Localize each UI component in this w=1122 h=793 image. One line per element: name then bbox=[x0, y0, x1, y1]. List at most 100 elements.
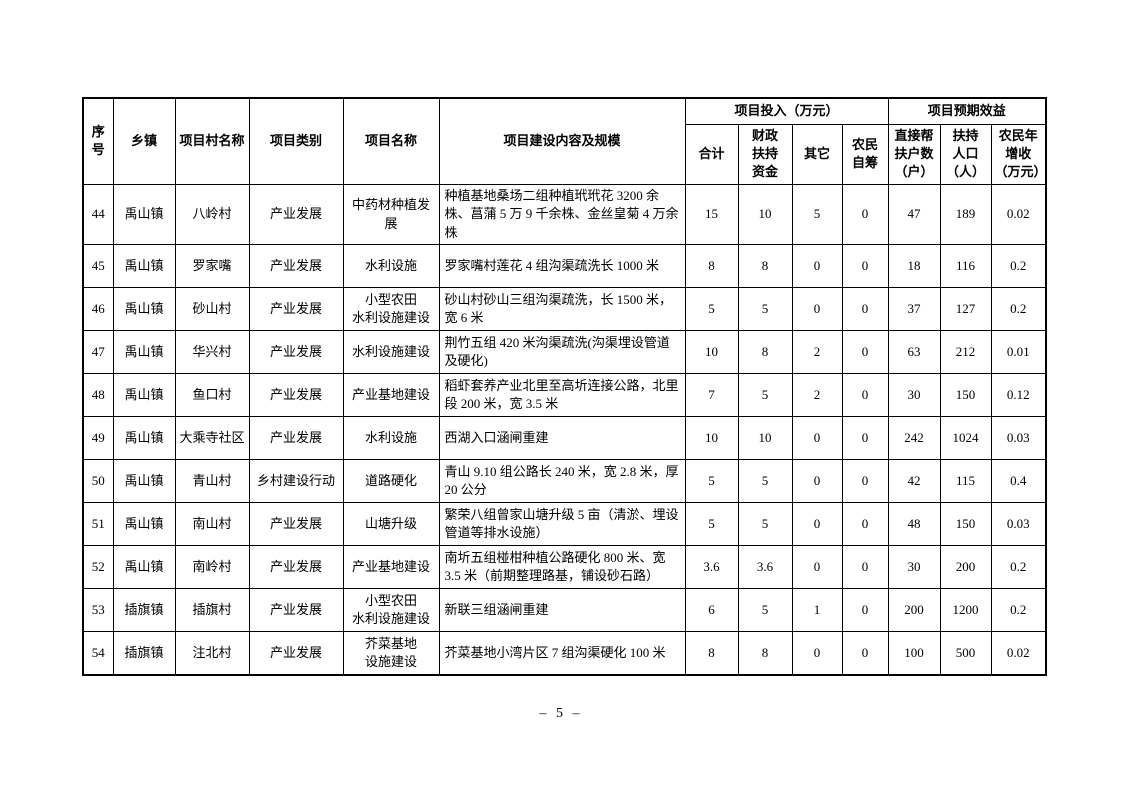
cell-households: 63 bbox=[887, 330, 941, 375]
cell-category: 产业发展 bbox=[248, 373, 344, 418]
table-row: 44 禹山镇 八岭村 产业发展 中药材种植发展 种植基地桑场二组种植玳玳花 3200 余株… bbox=[82, 183, 1047, 246]
header-investment-group: 项目投入（万元） bbox=[684, 97, 889, 125]
cell-content: 种植基地桑场二组种植玳玳花 3200 余株、菖蒲 5 万 9 千余株、金丝皇菊 … bbox=[438, 183, 686, 246]
cell-self-raised: 0 bbox=[841, 373, 889, 418]
cell-households: 30 bbox=[887, 373, 941, 418]
cell-project-name: 水利设施 bbox=[342, 416, 440, 461]
table-row: 46 禹山镇 砂山村 产业发展 小型农田 水利设施建设 砂山村砂山三组沟渠疏洗，长 150… bbox=[82, 287, 1047, 332]
cell-population: 150 bbox=[939, 502, 992, 547]
table-row: 51 禹山镇 南山村 产业发展 山塘升级 繁荣八组曾家山塘升级 5 亩（清淤、埋设管道等排… bbox=[82, 502, 1047, 547]
cell-content: 稻虾套养产业北里至高圻连接公路，北里段 200 米，宽 3.5 米 bbox=[438, 373, 686, 418]
cell-income: 0.02 bbox=[990, 631, 1047, 676]
cell-households: 42 bbox=[887, 459, 941, 504]
cell-total: 3.6 bbox=[684, 545, 739, 590]
table-row: 47 禹山镇 华兴村 产业发展 水利设施建设 荆竹五组 420 米沟渠疏洗(沟渠埋设管道及… bbox=[82, 330, 1047, 375]
header-households: 直接帮 扶户数 （户） bbox=[887, 123, 941, 185]
cell-seq: 49 bbox=[82, 416, 114, 461]
cell-population: 150 bbox=[939, 373, 992, 418]
table-row: 53 插旗镇 插旗村 产业发展 小型农田 水利设施建设 新联三组涵闸重建 6 5 1 0 200 12… bbox=[82, 588, 1047, 633]
cell-category: 产业发展 bbox=[248, 244, 344, 289]
cell-seq: 48 bbox=[82, 373, 114, 418]
cell-category: 产业发展 bbox=[248, 631, 344, 676]
header-project-name: 项目名称 bbox=[342, 97, 440, 185]
header-content: 项目建设内容及规模 bbox=[438, 97, 686, 185]
cell-town: 插旗镇 bbox=[112, 588, 176, 633]
cell-self-raised: 0 bbox=[841, 545, 889, 590]
cell-content: 砂山村砂山三组沟渠疏洗，长 1500 米，宽 6 米 bbox=[438, 287, 686, 332]
cell-total: 15 bbox=[684, 183, 739, 246]
cell-other: 0 bbox=[791, 287, 843, 332]
cell-content: 西湖入口涵闸重建 bbox=[438, 416, 686, 461]
cell-village: 砂山村 bbox=[174, 287, 250, 332]
cell-population: 212 bbox=[939, 330, 992, 375]
cell-town: 禹山镇 bbox=[112, 287, 176, 332]
cell-households: 37 bbox=[887, 287, 941, 332]
cell-content: 荆竹五组 420 米沟渠疏洗(沟渠埋设管道及硬化) bbox=[438, 330, 686, 375]
cell-project-name: 产业基地建设 bbox=[342, 373, 440, 418]
cell-project-name: 道路硬化 bbox=[342, 459, 440, 504]
cell-village: 注北村 bbox=[174, 631, 250, 676]
cell-village: 八岭村 bbox=[174, 183, 250, 246]
cell-other: 5 bbox=[791, 183, 843, 246]
cell-seq: 45 bbox=[82, 244, 114, 289]
cell-village: 南山村 bbox=[174, 502, 250, 547]
cell-self-raised: 0 bbox=[841, 459, 889, 504]
cell-total: 10 bbox=[684, 330, 739, 375]
cell-town: 禹山镇 bbox=[112, 459, 176, 504]
cell-other: 0 bbox=[791, 416, 843, 461]
header-benefit-group: 项目预期效益 bbox=[887, 97, 1047, 125]
cell-self-raised: 0 bbox=[841, 416, 889, 461]
cell-self-raised: 0 bbox=[841, 244, 889, 289]
cell-population: 115 bbox=[939, 459, 992, 504]
cell-project-name: 产业基地建设 bbox=[342, 545, 440, 590]
cell-town: 禹山镇 bbox=[112, 545, 176, 590]
cell-self-raised: 0 bbox=[841, 287, 889, 332]
cell-income: 0.2 bbox=[990, 545, 1047, 590]
cell-project-name: 小型农田 水利设施建设 bbox=[342, 287, 440, 332]
cell-seq: 51 bbox=[82, 502, 114, 547]
cell-project-name: 山塘升级 bbox=[342, 502, 440, 547]
cell-fiscal-fund: 8 bbox=[737, 244, 793, 289]
cell-income: 0.2 bbox=[990, 588, 1047, 633]
cell-self-raised: 0 bbox=[841, 588, 889, 633]
cell-village: 华兴村 bbox=[174, 330, 250, 375]
cell-households: 242 bbox=[887, 416, 941, 461]
cell-content: 青山 9.10 组公路长 240 米，宽 2.8 米，厚 20 公分 bbox=[438, 459, 686, 504]
cell-total: 7 bbox=[684, 373, 739, 418]
cell-total: 5 bbox=[684, 459, 739, 504]
cell-population: 1024 bbox=[939, 416, 992, 461]
cell-project-name: 中药材种植发展 bbox=[342, 183, 440, 246]
cell-self-raised: 0 bbox=[841, 502, 889, 547]
cell-content: 南圻五组椪柑种植公路硬化 800 米、宽 3.5 米（前期整理路基，铺设砂石路） bbox=[438, 545, 686, 590]
cell-population: 127 bbox=[939, 287, 992, 332]
cell-fiscal-fund: 5 bbox=[737, 373, 793, 418]
cell-fiscal-fund: 5 bbox=[737, 588, 793, 633]
cell-content: 繁荣八组曾家山塘升级 5 亩（清淤、埋设管道等排水设施） bbox=[438, 502, 686, 547]
cell-other: 0 bbox=[791, 244, 843, 289]
cell-self-raised: 0 bbox=[841, 330, 889, 375]
cell-project-name: 小型农田 水利设施建设 bbox=[342, 588, 440, 633]
cell-seq: 53 bbox=[82, 588, 114, 633]
cell-income: 0.12 bbox=[990, 373, 1047, 418]
table-row: 48 禹山镇 鱼口村 产业发展 产业基地建设 稻虾套养产业北里至高圻连接公路，北里段 20… bbox=[82, 373, 1047, 418]
cell-total: 5 bbox=[684, 287, 739, 332]
cell-income: 0.2 bbox=[990, 287, 1047, 332]
cell-households: 100 bbox=[887, 631, 941, 676]
cell-other: 0 bbox=[791, 545, 843, 590]
cell-category: 产业发展 bbox=[248, 416, 344, 461]
header-self-raised: 农民 自筹 bbox=[841, 123, 889, 185]
cell-population: 189 bbox=[939, 183, 992, 246]
cell-content: 芥菜基地小湾片区 7 组沟渠硬化 100 米 bbox=[438, 631, 686, 676]
cell-other: 1 bbox=[791, 588, 843, 633]
cell-other: 2 bbox=[791, 330, 843, 375]
cell-village: 插旗村 bbox=[174, 588, 250, 633]
cell-category: 产业发展 bbox=[248, 545, 344, 590]
cell-total: 10 bbox=[684, 416, 739, 461]
cell-total: 6 bbox=[684, 588, 739, 633]
cell-fiscal-fund: 3.6 bbox=[737, 545, 793, 590]
cell-other: 0 bbox=[791, 631, 843, 676]
cell-total: 5 bbox=[684, 502, 739, 547]
cell-town: 插旗镇 bbox=[112, 631, 176, 676]
